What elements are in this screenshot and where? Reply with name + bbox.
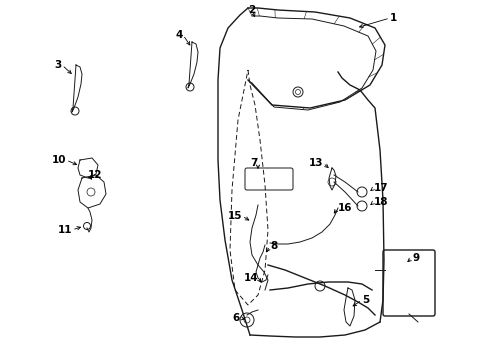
Text: 8: 8 xyxy=(270,241,277,251)
Text: 10: 10 xyxy=(51,155,66,165)
Text: 1: 1 xyxy=(390,13,397,23)
Text: 12: 12 xyxy=(88,170,102,180)
Text: 16: 16 xyxy=(338,203,352,213)
Text: 6: 6 xyxy=(233,313,240,323)
Text: 5: 5 xyxy=(362,295,369,305)
Text: 15: 15 xyxy=(227,211,242,221)
Text: 7: 7 xyxy=(250,158,258,168)
Text: 11: 11 xyxy=(57,225,72,235)
Text: 14: 14 xyxy=(244,273,258,283)
Text: 3: 3 xyxy=(55,60,62,70)
Text: 2: 2 xyxy=(248,5,256,15)
Text: 9: 9 xyxy=(412,253,419,263)
Text: 4: 4 xyxy=(175,30,183,40)
Text: 18: 18 xyxy=(374,197,389,207)
Text: 17: 17 xyxy=(374,183,389,193)
Text: 13: 13 xyxy=(309,158,323,168)
